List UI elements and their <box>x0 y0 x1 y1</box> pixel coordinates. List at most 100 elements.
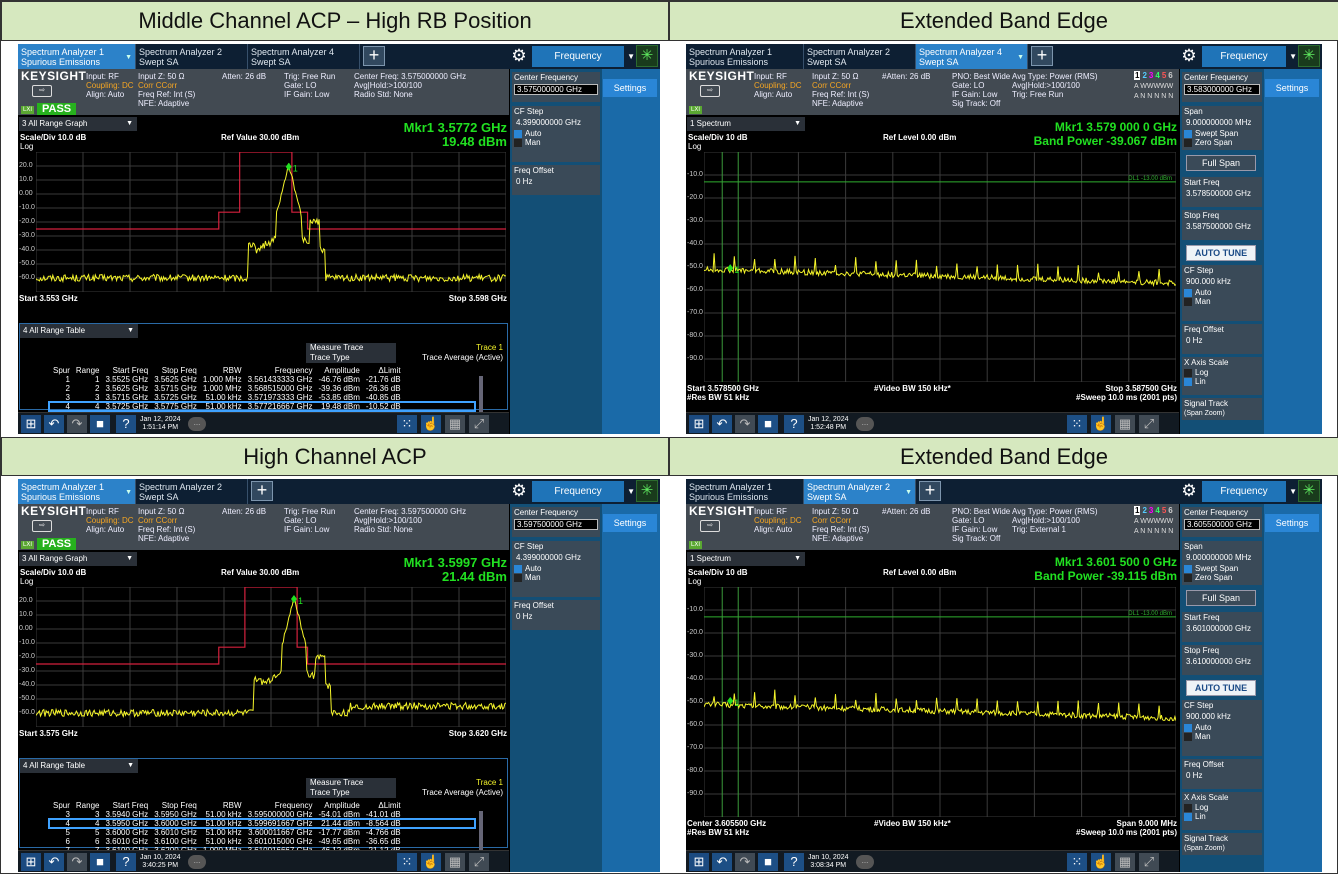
span-softkey[interactable]: Span 9.000000000 MHz Swept Span Zero Span <box>1182 106 1262 150</box>
messages-icon[interactable]: … <box>188 417 206 431</box>
chevron-down-icon[interactable]: ▼ <box>627 52 635 61</box>
windows-start-icon[interactable]: ⊞ <box>21 415 41 433</box>
freq-offset-softkey[interactable]: Freq Offset 0 Hz <box>1182 759 1262 789</box>
table-window-title[interactable]: 4 All Range Table ▼ <box>20 759 138 773</box>
chevron-down-icon[interactable]: ▼ <box>1017 54 1024 61</box>
trace-5-indicator[interactable]: 5 <box>1161 506 1167 515</box>
trace-5-indicator[interactable]: 5 <box>1161 71 1167 80</box>
analyzer-tab-1[interactable]: Spectrum Analyzer 1 Spurious Emissions ▼ <box>18 44 136 69</box>
redo-icon[interactable]: ↷ <box>67 415 87 433</box>
windows-start-icon[interactable]: ⊞ <box>689 415 709 433</box>
help-icon[interactable]: ? <box>784 853 804 871</box>
messages-icon[interactable]: … <box>856 417 874 431</box>
trace-6-indicator[interactable]: 6 <box>1168 506 1173 515</box>
center-frequency-softkey[interactable]: Center Frequency 3.575000000 GHz <box>512 72 600 102</box>
analyzer-tab-3[interactable]: Spectrum Analyzer 4 Swept SA ▼ <box>916 44 1028 69</box>
analyzer-tab-2[interactable]: Spectrum Analyzer 2 Swept SA <box>804 44 916 69</box>
chevron-down-icon[interactable]: ▼ <box>127 762 134 769</box>
undo-icon[interactable]: ↶ <box>44 415 64 433</box>
settings-tab[interactable]: Settings <box>1265 79 1319 97</box>
signal-track-softkey[interactable]: Signal Track (Span Zoom) <box>1182 398 1262 420</box>
gear-icon[interactable]: ⚙ <box>1181 46 1197 65</box>
graph-window-title[interactable]: 3 All Range Graph ▼ <box>19 552 137 566</box>
trace-4-indicator[interactable]: 4 <box>1155 506 1160 515</box>
graph-window-title[interactable]: 1 Spectrum ▼ <box>687 117 805 131</box>
log-option[interactable]: Log <box>1184 368 1260 377</box>
maximize-icon[interactable]: ⤢ <box>1139 853 1159 871</box>
file-icon[interactable]: ■ <box>758 415 778 433</box>
man-option[interactable]: Man <box>514 573 598 582</box>
chevron-down-icon[interactable]: ▼ <box>905 489 912 496</box>
cf-step-softkey[interactable]: CF Step 900.000 kHz Auto Man <box>1182 265 1262 321</box>
chevron-down-icon[interactable]: ▼ <box>794 120 801 127</box>
trace-type-row[interactable]: Trace Type Trace Average (Active) <box>306 353 506 363</box>
cf-step-softkey[interactable]: CF Step 4.399000000 GHz Auto Man <box>512 541 600 597</box>
touch-icon[interactable]: ☝ <box>421 853 441 871</box>
table-row[interactable]: 1 1 3.5525 GHz 3.5625 GHz 1.000 MHz 3.5614333… <box>50 375 404 384</box>
auto-tune-button[interactable]: AUTO TUNE <box>1186 245 1256 261</box>
swept-span-option[interactable]: Swept Span <box>1184 564 1260 573</box>
table-row[interactable]: 2 2 3.5625 GHz 3.5715 GHz 1.000 MHz 3.5685150… <box>50 384 404 393</box>
window-layout-icon[interactable]: ▦ <box>445 415 465 433</box>
keypad-icon[interactable]: ⁙ <box>1067 853 1087 871</box>
add-screen-button[interactable]: + <box>919 481 941 501</box>
redo-icon[interactable]: ↷ <box>67 853 87 871</box>
add-screen-button[interactable]: + <box>251 481 273 501</box>
help-icon[interactable]: ? <box>784 415 804 433</box>
measure-trace-row[interactable]: Measure Trace Trace 1 <box>306 778 506 788</box>
messages-icon[interactable]: … <box>188 855 206 869</box>
maximize-icon[interactable]: ⤢ <box>469 415 489 433</box>
all-range-table-window[interactable]: 4 All Range Table ▼ Measure Trace Trace 1 Tr… <box>19 758 508 855</box>
man-option[interactable]: Man <box>1184 297 1260 306</box>
file-icon[interactable]: ■ <box>90 853 110 871</box>
undo-icon[interactable]: ↶ <box>712 853 732 871</box>
table-row[interactable]: 4 4 3.5725 GHz 3.5775 GHz 51.00 kHz 3.5772166… <box>50 402 404 411</box>
zero-span-option[interactable]: Zero Span <box>1184 138 1260 147</box>
trace-2-indicator[interactable]: 2 <box>1142 71 1147 80</box>
chevron-down-icon[interactable]: ▼ <box>125 489 132 496</box>
help-icon[interactable]: ? <box>116 415 136 433</box>
table-window-title[interactable]: 4 All Range Table ▼ <box>20 324 138 338</box>
graph-window-title[interactable]: 1 Spectrum ▼ <box>687 552 805 566</box>
table-scrollbar[interactable] <box>479 811 483 855</box>
table-row[interactable]: 5 5 3.6000 GHz 3.6010 GHz 51.00 kHz 3.6000116… <box>50 828 404 837</box>
table-row[interactable]: 3 3 3.5940 GHz 3.5950 GHz 51.00 kHz 3.5950000… <box>50 810 404 819</box>
x-axis-scale-softkey[interactable]: X Axis Scale Log Lin <box>1182 357 1262 395</box>
trace-6-indicator[interactable]: 6 <box>1168 71 1173 80</box>
undo-icon[interactable]: ↶ <box>44 853 64 871</box>
keypad-icon[interactable]: ⁙ <box>397 415 417 433</box>
center-frequency-softkey[interactable]: Center Frequency 3.605500000 GHz <box>1182 507 1262 537</box>
chevron-down-icon[interactable]: ▼ <box>627 487 635 496</box>
all-range-table-window[interactable]: 4 All Range Table ▼ Measure Trace Trace 1 Tr… <box>19 323 508 420</box>
settings-tab[interactable]: Settings <box>603 79 657 97</box>
touch-icon[interactable]: ☝ <box>1091 415 1111 433</box>
lin-option[interactable]: Lin <box>1184 812 1260 821</box>
window-layout-icon[interactable]: ▦ <box>445 853 465 871</box>
table-row[interactable]: 3 3 3.5715 GHz 3.5725 GHz 51.00 kHz 3.5719733… <box>50 393 404 402</box>
start-freq-softkey[interactable]: Start Freq 3.601000000 GHz <box>1182 612 1262 642</box>
stop-freq-softkey[interactable]: Stop Freq 3.587500000 GHz <box>1182 210 1262 240</box>
full-span-button[interactable]: Full Span <box>1186 590 1256 606</box>
settings-tab[interactable]: Settings <box>1265 514 1319 532</box>
redo-icon[interactable]: ↷ <box>735 415 755 433</box>
auto-tune-button[interactable]: AUTO TUNE <box>1186 680 1256 696</box>
file-icon[interactable]: ■ <box>90 415 110 433</box>
trace-2-indicator[interactable]: 2 <box>1142 506 1147 515</box>
cf-step-softkey[interactable]: CF Step 900.000 kHz Auto Man <box>1182 700 1262 756</box>
trace-1-indicator[interactable]: 1 <box>1134 71 1141 80</box>
center-frequency-softkey[interactable]: Center Frequency 3.597500000 GHz <box>512 507 600 537</box>
analyzer-tab-1[interactable]: Spectrum Analyzer 1 Spurious Emissions <box>686 44 804 69</box>
man-option[interactable]: Man <box>514 138 598 147</box>
touch-icon[interactable]: ☝ <box>421 415 441 433</box>
table-scrollbar[interactable] <box>479 376 483 420</box>
auto-option[interactable]: Auto <box>1184 288 1260 297</box>
chevron-down-icon[interactable]: ▼ <box>1289 52 1297 61</box>
lin-option[interactable]: Lin <box>1184 377 1260 386</box>
auto-option[interactable]: Auto <box>514 564 598 573</box>
chevron-down-icon[interactable]: ▼ <box>127 327 134 334</box>
analyzer-tab-2[interactable]: Spectrum Analyzer 2 Swept SA <box>136 479 248 504</box>
man-option[interactable]: Man <box>1184 732 1260 741</box>
chevron-down-icon[interactable]: ▼ <box>126 555 133 562</box>
graph-window-title[interactable]: 3 All Range Graph ▼ <box>19 117 137 131</box>
trace-type-row[interactable]: Trace Type Trace Average (Active) <box>306 788 506 798</box>
